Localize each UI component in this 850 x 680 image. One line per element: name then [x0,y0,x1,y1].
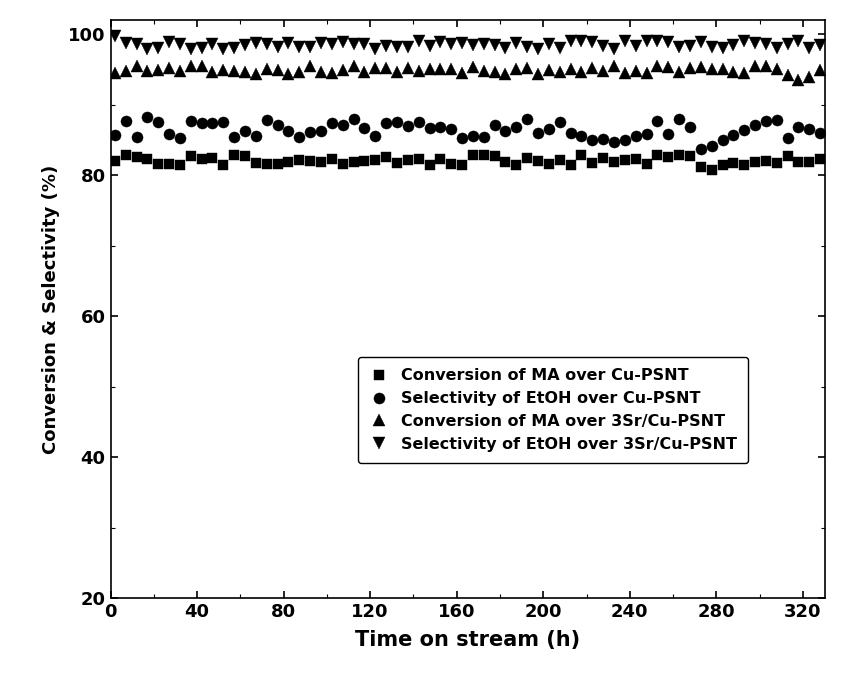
Conversion of MA over 3Sr/Cu-PSNT [110,69,120,77]
Conversion of MA over Cu-PSNT [674,151,684,159]
Line: Selectivity of EtOH over Cu-PSNT: Selectivity of EtOH over Cu-PSNT [110,112,825,154]
Selectivity of EtOH over 3Sr/Cu-PSNT [110,32,120,40]
Conversion of MA over Cu-PSNT [230,150,240,158]
Selectivity of EtOH over Cu-PSNT [435,123,445,131]
Selectivity of EtOH over Cu-PSNT [695,145,706,153]
Conversion of MA over Cu-PSNT [164,160,174,168]
Y-axis label: Conversion & Selectivity (%): Conversion & Selectivity (%) [42,165,60,454]
Conversion of MA over 3Sr/Cu-PSNT [435,65,445,73]
Legend: Conversion of MA over Cu-PSNT, Selectivity of EtOH over Cu-PSNT, Conversion of M: Conversion of MA over Cu-PSNT, Selectivi… [358,357,748,463]
Conversion of MA over Cu-PSNT [337,160,348,168]
Conversion of MA over 3Sr/Cu-PSNT [283,69,293,78]
Conversion of MA over 3Sr/Cu-PSNT [424,65,434,73]
Conversion of MA over Cu-PSNT [815,156,825,164]
Selectivity of EtOH over 3Sr/Cu-PSNT [674,43,684,51]
Selectivity of EtOH over 3Sr/Cu-PSNT [815,41,825,49]
Selectivity of EtOH over Cu-PSNT [337,120,348,129]
Selectivity of EtOH over 3Sr/Cu-PSNT [294,44,304,52]
Selectivity of EtOH over Cu-PSNT [815,129,825,137]
Selectivity of EtOH over Cu-PSNT [294,133,304,141]
Conversion of MA over 3Sr/Cu-PSNT [815,66,825,74]
Conversion of MA over 3Sr/Cu-PSNT [674,68,684,76]
Conversion of MA over 3Sr/Cu-PSNT [326,69,337,77]
Selectivity of EtOH over 3Sr/Cu-PSNT [218,45,229,53]
Line: Conversion of MA over Cu-PSNT: Conversion of MA over Cu-PSNT [110,150,825,175]
Conversion of MA over 3Sr/Cu-PSNT [793,76,803,84]
Conversion of MA over Cu-PSNT [706,166,717,174]
Selectivity of EtOH over Cu-PSNT [110,131,120,139]
Selectivity of EtOH over Cu-PSNT [142,113,152,121]
Line: Conversion of MA over 3Sr/Cu-PSNT: Conversion of MA over 3Sr/Cu-PSNT [110,60,825,86]
Conversion of MA over Cu-PSNT [110,157,120,165]
X-axis label: Time on stream (h): Time on stream (h) [355,630,580,649]
Conversion of MA over 3Sr/Cu-PSNT [164,64,174,72]
Selectivity of EtOH over Cu-PSNT [674,115,684,123]
Conversion of MA over Cu-PSNT [424,161,434,169]
Conversion of MA over 3Sr/Cu-PSNT [348,62,359,70]
Conversion of MA over Cu-PSNT [294,156,304,164]
Conversion of MA over Cu-PSNT [435,154,445,163]
Selectivity of EtOH over 3Sr/Cu-PSNT [164,37,174,46]
Selectivity of EtOH over 3Sr/Cu-PSNT [424,42,434,50]
Selectivity of EtOH over Cu-PSNT [175,134,185,142]
Selectivity of EtOH over 3Sr/Cu-PSNT [337,38,348,46]
Selectivity of EtOH over 3Sr/Cu-PSNT [772,44,782,52]
Selectivity of EtOH over Cu-PSNT [424,124,434,132]
Line: Selectivity of EtOH over 3Sr/Cu-PSNT: Selectivity of EtOH over 3Sr/Cu-PSNT [110,31,825,55]
